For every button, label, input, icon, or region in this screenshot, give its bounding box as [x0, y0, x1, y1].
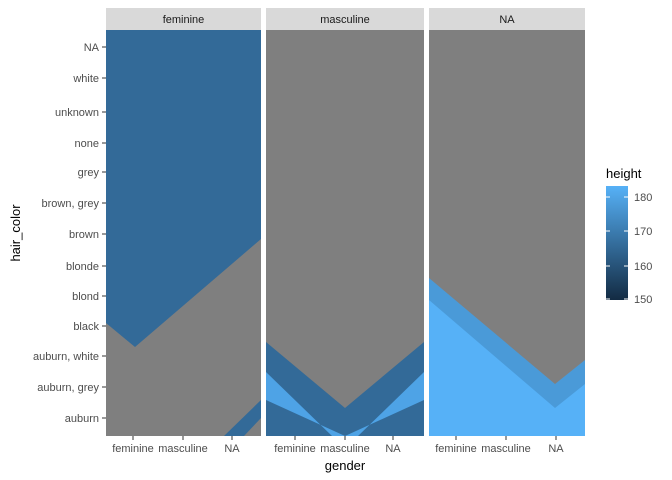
- strip-feminine-bg: [106, 8, 261, 30]
- y-axis-tick-marks: [102, 46, 106, 419]
- y-tick-label: auburn, white: [33, 351, 99, 363]
- legend-tick-label: 180: [634, 192, 652, 204]
- y-tick-label: blonde: [66, 261, 99, 273]
- legend-tick-marks: [606, 196, 628, 300]
- x-tick-label: NA: [385, 443, 401, 455]
- y-tick-label: black: [73, 321, 99, 333]
- panel-masculine-fill-band: [266, 372, 424, 436]
- strip-masculine-bg: [266, 8, 424, 30]
- x-tick-label: masculine: [320, 443, 370, 455]
- panel-feminine: [106, 30, 261, 436]
- y-tick-label: grey: [78, 167, 100, 179]
- strip-label-feminine: feminine: [163, 14, 205, 26]
- strip-NA-bg: [429, 8, 585, 30]
- y-tick-label: NA: [84, 42, 100, 54]
- y-axis-title: hair_color: [8, 204, 23, 262]
- strip-label-NA: NA: [499, 14, 515, 26]
- legend-title: height: [606, 166, 642, 181]
- panel-feminine-fill-region-corner: [224, 400, 261, 436]
- y-axis-ticks: NA white unknown none grey brown, grey b…: [33, 42, 100, 425]
- x-axis-tick-marks: [132, 436, 557, 440]
- y-tick-label: auburn: [65, 413, 99, 425]
- panel-masculine: [266, 30, 424, 436]
- x-tick-label: NA: [224, 443, 240, 455]
- y-tick-label: white: [72, 73, 99, 85]
- y-tick-label: unknown: [55, 107, 99, 119]
- y-tick-label: blond: [72, 291, 99, 303]
- y-tick-label: brown: [69, 229, 99, 241]
- x-tick-label: feminine: [435, 443, 477, 455]
- y-tick-label: none: [75, 138, 99, 150]
- x-axis-ticks: feminine masculine NA feminine masculine…: [112, 443, 564, 455]
- y-tick-label: brown, grey: [42, 198, 100, 210]
- x-tick-label: feminine: [274, 443, 316, 455]
- strip-label-masculine: masculine: [320, 14, 370, 26]
- x-tick-label: feminine: [112, 443, 154, 455]
- x-axis-title: gender: [325, 458, 366, 473]
- x-tick-label: masculine: [158, 443, 208, 455]
- panel-NA-fill-region-light: [429, 300, 585, 436]
- legend-tick-label: 160: [634, 261, 652, 273]
- legend-tick-label: 170: [634, 226, 652, 238]
- legend-tick-label: 150: [634, 294, 652, 306]
- panel-feminine-fill-region: [106, 30, 261, 347]
- y-tick-label: auburn, grey: [37, 382, 99, 394]
- color-legend: height 180 170 160 150: [606, 166, 652, 306]
- facet-strips: feminine masculine NA: [106, 8, 585, 30]
- x-tick-label: masculine: [481, 443, 531, 455]
- legend-colorbar: [606, 186, 628, 300]
- x-tick-label: NA: [548, 443, 564, 455]
- panel-NA: [429, 30, 585, 436]
